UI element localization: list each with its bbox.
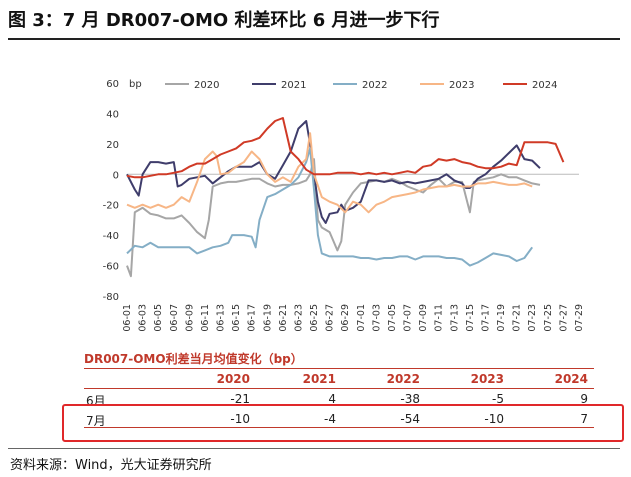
y-tick-label: -40: [103, 231, 119, 242]
y-tick-label: -60: [103, 262, 119, 273]
x-tick-label: 07-27: [558, 304, 569, 332]
y-unit-label: bp: [129, 79, 142, 90]
x-tick-label: 07-17: [480, 304, 491, 332]
table-cell: -38: [400, 392, 420, 406]
x-tick-label: 07-07: [403, 304, 414, 332]
x-tick-label: 06-21: [278, 304, 289, 332]
table-cell: 9: [580, 392, 588, 406]
x-tick-label: 07-09: [418, 304, 429, 332]
x-tick-label: 06-13: [216, 304, 227, 332]
x-tick-label: 06-27: [325, 304, 336, 332]
series-line-2020: [126, 158, 541, 278]
table-cell: -10: [230, 412, 250, 426]
july-row-highlight: [62, 404, 624, 442]
x-tick-label: 07-13: [449, 304, 460, 332]
y-tick-label: -20: [103, 201, 119, 212]
table-header-rule: [84, 388, 594, 389]
table-col-header: 2023: [470, 372, 504, 386]
x-tick-label: 06-07: [169, 304, 180, 332]
table-bottom-rule: [84, 427, 594, 428]
table-cell: -21: [230, 392, 250, 406]
y-tick-label: 0: [113, 170, 119, 181]
x-tick-label: 07-25: [543, 304, 554, 332]
table-cell: 4: [328, 392, 336, 406]
series-line-2024: [126, 117, 565, 179]
table-cell: -5: [492, 392, 504, 406]
x-tick-label: 06-25: [309, 304, 320, 332]
x-tick-label: 07-29: [574, 304, 585, 332]
table-cell: -4: [324, 412, 336, 426]
series-line-2022: [126, 147, 534, 267]
series-line-2021: [126, 120, 541, 224]
table-cell: 7: [580, 412, 588, 426]
y-tick-label: -80: [103, 292, 119, 303]
figure-title: 图 3：7 月 DR007-OMO 利差环比 6 月进一步下行: [8, 10, 440, 31]
y-tick-label: 60: [106, 79, 119, 90]
table-top-rule: [84, 368, 594, 369]
table-title: DR007-OMO利差当月均值变化（bp）: [84, 352, 303, 366]
x-tick-label: 06-19: [262, 304, 273, 332]
legend-label-2023: 2023: [449, 80, 474, 91]
series-line-2023: [126, 132, 533, 214]
table-col-header: 2021: [302, 372, 336, 386]
x-tick-label: 07-15: [465, 304, 476, 332]
x-tick-label: 07-19: [496, 304, 507, 332]
x-tick-label: 06-01: [122, 304, 133, 332]
x-tick-label: 07-05: [387, 304, 398, 332]
x-tick-label: 07-23: [527, 304, 538, 332]
legend-label-2024: 2024: [532, 80, 557, 91]
title-divider: [8, 38, 620, 40]
x-tick-label: 06-03: [138, 304, 149, 332]
legend-label-2021: 2021: [281, 80, 306, 91]
table-cell: -10: [484, 412, 504, 426]
legend-label-2020: 2020: [194, 80, 219, 91]
y-tick-label: 20: [106, 140, 119, 151]
x-tick-label: 06-15: [231, 304, 242, 332]
x-tick-label: 06-17: [247, 304, 258, 332]
table-col-header: 2020: [216, 372, 250, 386]
table-col-header: 2024: [554, 372, 588, 386]
x-tick-label: 06-23: [293, 304, 304, 332]
x-tick-label: 06-09: [184, 304, 195, 332]
table-cell: -54: [400, 412, 420, 426]
table-col-header: 2022: [386, 372, 420, 386]
x-tick-label: 06-11: [200, 304, 211, 332]
x-tick-label: 07-03: [371, 304, 382, 332]
source-divider: [8, 448, 620, 449]
x-tick-label: 07-21: [512, 304, 523, 332]
x-tick-label: 06-29: [340, 304, 351, 332]
legend-label-2022: 2022: [362, 80, 387, 91]
table-row-label: 7月: [86, 414, 106, 428]
x-tick-label: 06-05: [153, 304, 164, 332]
y-tick-label: 40: [106, 109, 119, 120]
x-tick-label: 07-11: [434, 304, 445, 332]
line-chart: 60 40 20 0 -20 -40 -60 -80 bp 06-01 06-03 06-05 06-0…: [103, 79, 585, 332]
x-tick-label: 07-01: [356, 304, 367, 332]
source-note: 资料来源：Wind，光大证券研究所: [10, 458, 212, 473]
